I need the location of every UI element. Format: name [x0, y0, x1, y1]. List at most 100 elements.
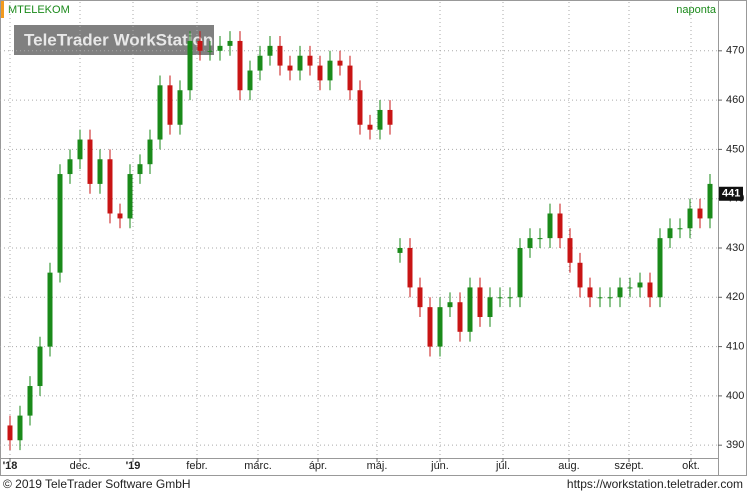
- candle-body: [477, 287, 483, 318]
- x-tick-label: szept.: [614, 460, 643, 472]
- candle-body: [377, 109, 383, 130]
- candle-body: [647, 282, 653, 298]
- candle-body: [67, 159, 73, 175]
- candle-body: [247, 70, 253, 91]
- candle-body: [117, 213, 123, 219]
- x-tick-label: '18: [3, 460, 18, 472]
- candle-body: [107, 159, 113, 214]
- candle-body: [687, 208, 693, 229]
- candle-body: [87, 139, 93, 184]
- symbol: MTELEKOM: [8, 4, 70, 16]
- x-tick-label: febr.: [186, 460, 207, 472]
- candle-body: [267, 45, 273, 56]
- candle-body: [667, 228, 673, 239]
- candle-body: [527, 238, 533, 248]
- candle-body: [97, 159, 103, 184]
- candle-body: [77, 139, 83, 160]
- y-tick-label: 420: [726, 291, 744, 303]
- x-tick-label: márc.: [244, 460, 272, 472]
- candle-body: [557, 213, 563, 239]
- x-tick-label: aug.: [558, 460, 579, 472]
- candle-body: [497, 297, 503, 299]
- y-tick-label: 390: [726, 439, 744, 451]
- candle-body: [177, 90, 183, 125]
- y-tick-label: 400: [726, 390, 744, 402]
- candle-body: [447, 302, 453, 308]
- candle-body: [187, 40, 193, 91]
- candle-body: [607, 297, 613, 299]
- y-tick-label: 450: [726, 143, 744, 155]
- candle-body: [127, 174, 133, 219]
- candle-body: [387, 109, 393, 125]
- period: naponta: [676, 4, 717, 16]
- candle-body: [217, 45, 223, 51]
- candle-body: [637, 282, 643, 288]
- y-tick-label: 430: [726, 242, 744, 254]
- x-tick-label: júl.: [495, 460, 510, 472]
- last-price-box: [719, 186, 743, 201]
- candle-body: [627, 287, 633, 289]
- symbol-marker: [1, 1, 4, 18]
- x-tick-label: ápr.: [309, 460, 327, 472]
- footer-left: © 2019 TeleTrader Software GmbH: [3, 477, 191, 491]
- candle-body: [207, 50, 213, 52]
- candle-body: [347, 65, 353, 91]
- candle-body: [197, 40, 203, 51]
- candle-body: [37, 346, 43, 387]
- candle-body: [547, 213, 553, 239]
- candle-body: [47, 272, 53, 347]
- candle-body: [427, 307, 433, 347]
- y-tick-label: 460: [726, 94, 744, 106]
- watermark: TeleTrader WorkStation: [24, 30, 213, 49]
- candle-body: [237, 40, 243, 91]
- candle-body: [697, 208, 703, 219]
- candle-body: [417, 287, 423, 308]
- x-tick-label: '19: [126, 460, 141, 472]
- candle-body: [577, 262, 583, 288]
- candle-body: [437, 307, 443, 347]
- candle-body: [507, 297, 513, 299]
- candle-body: [587, 287, 593, 298]
- x-tick-label: jún.: [430, 460, 449, 472]
- candle-body: [337, 60, 343, 66]
- candle-body: [307, 55, 313, 66]
- candle-body: [357, 90, 363, 125]
- candle-body: [7, 425, 13, 441]
- candle-body: [597, 297, 603, 299]
- candle-body: [317, 65, 323, 81]
- candle-body: [167, 85, 173, 125]
- x-tick-label: dec.: [70, 460, 91, 472]
- candle-body: [457, 302, 463, 332]
- candle-body: [157, 85, 163, 140]
- candle-body: [537, 238, 543, 240]
- x-tick-label: máj.: [367, 460, 388, 472]
- candle-body: [287, 65, 293, 71]
- y-tick-label: 470: [726, 45, 744, 57]
- candle-body: [137, 164, 143, 175]
- plot: 390400410420430440450460470'18dec.'19feb…: [0, 2, 744, 472]
- last-price-label: 441: [722, 188, 740, 200]
- candle-body: [657, 238, 663, 298]
- candle-body: [567, 238, 573, 263]
- candle-body: [257, 55, 263, 71]
- candle-body: [327, 60, 333, 81]
- candle-body: [487, 297, 493, 318]
- watermark-box: [14, 25, 214, 55]
- candle-body: [517, 247, 523, 298]
- candle-body: [397, 247, 403, 253]
- candle-body: [27, 386, 33, 416]
- y-tick-label: 410: [726, 340, 744, 352]
- candle-body: [467, 287, 473, 332]
- candle-body: [147, 139, 153, 165]
- candle-body: [277, 45, 283, 66]
- candle-body: [617, 287, 623, 298]
- candle-body: [367, 124, 373, 130]
- candle-body: [707, 183, 713, 219]
- x-tick-label: okt.: [682, 460, 700, 472]
- candle-body: [17, 415, 23, 441]
- candle-body: [407, 247, 413, 288]
- footer-right: https://workstation.teletrader.com: [567, 477, 743, 491]
- candle-body: [227, 40, 233, 46]
